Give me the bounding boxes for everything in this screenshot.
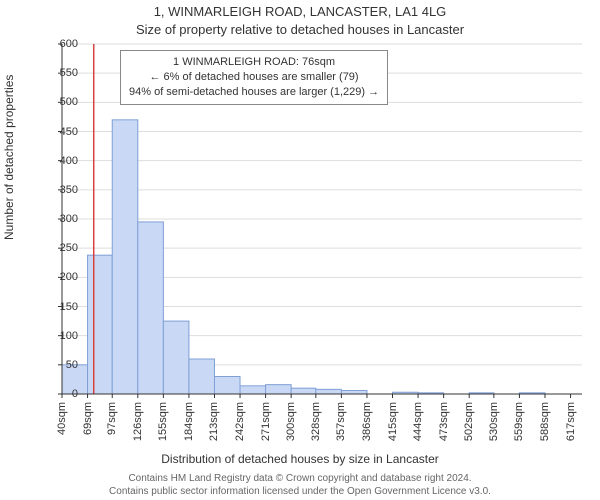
x-tick: 357sqm (335, 402, 347, 441)
info-line-1: 1 WINMARLEIGH ROAD: 76sqm (129, 55, 379, 70)
info-box: 1 WINMARLEIGH ROAD: 76sqm ← 6% of detach… (120, 50, 388, 105)
credit-text: Contains HM Land Registry data © Crown c… (0, 473, 600, 498)
info-line-2: ← 6% of detached houses are smaller (79) (129, 70, 379, 85)
y-tick: 0 (38, 388, 78, 400)
y-axis-label: Number of detached properties (2, 75, 16, 240)
x-tick: 386sqm (361, 402, 373, 441)
credit-line-1: Contains HM Land Registry data © Crown c… (128, 473, 471, 484)
y-tick: 600 (38, 38, 78, 50)
title-subtitle: Size of property relative to detached ho… (0, 22, 600, 37)
x-tick: 617sqm (565, 402, 577, 441)
y-tick: 300 (38, 213, 78, 225)
x-axis-label: Distribution of detached houses by size … (0, 452, 600, 466)
x-tick: 415sqm (387, 402, 399, 441)
y-tick: 200 (38, 271, 78, 283)
y-tick: 400 (38, 155, 78, 167)
x-tick: 502sqm (463, 402, 475, 441)
x-tick: 559sqm (513, 402, 525, 441)
x-tick: 242sqm (234, 402, 246, 441)
chart-container: 1, WINMARLEIGH ROAD, LANCASTER, LA1 4LG … (0, 0, 600, 500)
title-address: 1, WINMARLEIGH ROAD, LANCASTER, LA1 4LG (0, 4, 600, 19)
y-tick: 550 (38, 67, 78, 79)
x-tick: 40sqm (56, 402, 68, 435)
x-tick: 530sqm (488, 402, 500, 441)
y-tick: 450 (38, 126, 78, 138)
x-tick: 271sqm (260, 402, 272, 441)
y-tick: 500 (38, 96, 78, 108)
info-line-3: 94% of semi-detached houses are larger (… (129, 85, 379, 100)
credit-line-2: Contains public sector information licen… (109, 486, 491, 497)
x-tick: 126sqm (132, 402, 144, 441)
y-tick: 100 (38, 330, 78, 342)
x-tick: 155sqm (157, 402, 169, 441)
y-tick: 350 (38, 184, 78, 196)
x-tick: 97sqm (106, 402, 118, 435)
x-tick: 328sqm (310, 402, 322, 441)
y-tick: 250 (38, 242, 78, 254)
y-tick: 50 (38, 359, 78, 371)
x-tick: 213sqm (208, 402, 220, 441)
y-tick: 150 (38, 301, 78, 313)
x-tick: 184sqm (183, 402, 195, 441)
x-tick: 444sqm (412, 402, 424, 441)
x-tick: 300sqm (285, 402, 297, 441)
x-tick: 588sqm (539, 402, 551, 441)
x-tick: 69sqm (82, 402, 94, 435)
x-tick: 473sqm (438, 402, 450, 441)
